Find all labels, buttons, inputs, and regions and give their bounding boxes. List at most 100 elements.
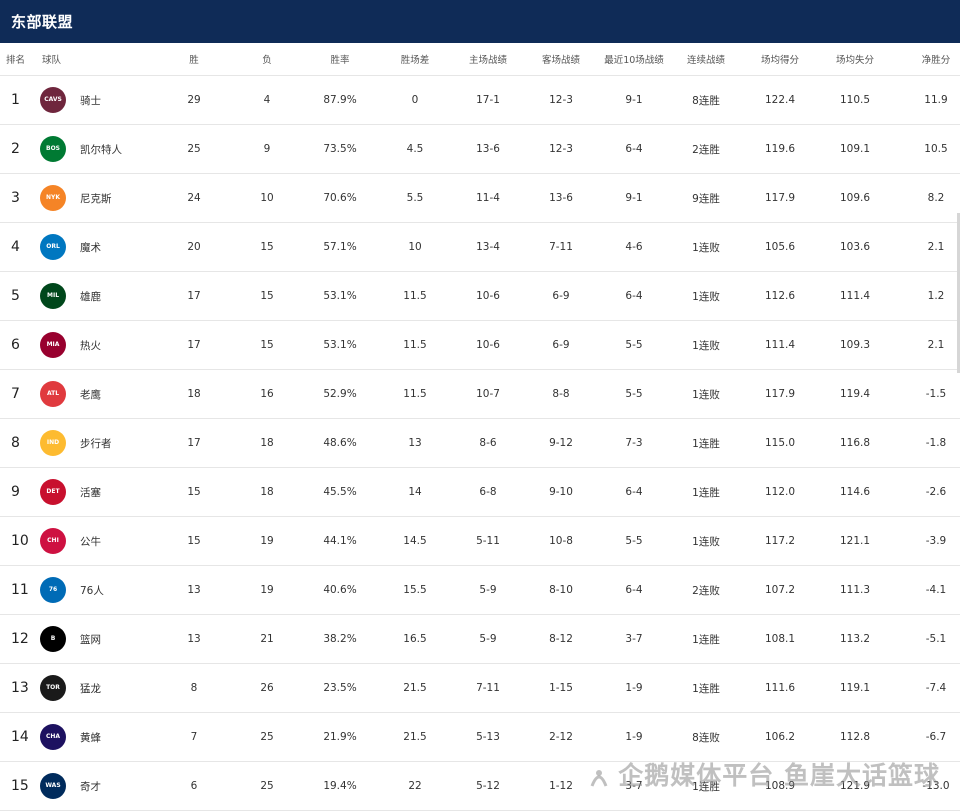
last10-cell: 6-4 xyxy=(598,271,670,321)
ppg-cell: 108.9 xyxy=(742,761,818,811)
bucks-logo-icon: MIL xyxy=(40,283,66,309)
table-row[interactable]: 13 TOR 猛龙 8 26 23.5% 21.5 7-11 1-15 1-9 1连胜 111.6 11… xyxy=(0,663,960,713)
oppg-cell: 111.3 xyxy=(818,565,892,615)
table-row[interactable]: 14 CHA 黄蜂 7 25 21.9% 21.5 5-13 2-12 1-9 8连败 106.2 11… xyxy=(0,712,960,762)
games-behind-cell: 11.5 xyxy=(378,320,452,370)
team-cell[interactable]: ORL 魔术 xyxy=(36,222,156,272)
team-cell[interactable]: CHI 公牛 xyxy=(36,516,156,566)
point-diff-cell: -6.7 xyxy=(892,712,960,762)
table-row[interactable]: 9 DET 活塞 15 18 45.5% 14 6-8 9-10 6-4 1连胜 112.0 114.6… xyxy=(0,467,960,517)
team-cell[interactable]: CAVS 骑士 xyxy=(36,75,156,125)
losses-cell: 19 xyxy=(232,565,302,615)
76ers-logo-icon: 76 xyxy=(40,577,66,603)
home-record-cell: 7-11 xyxy=(452,663,524,713)
table-row[interactable]: 4 ORL 魔术 20 15 57.1% 10 13-4 7-11 4-6 1连败 105.6 103.… xyxy=(0,222,960,272)
rank-cell: 2 xyxy=(0,124,36,174)
home-record-cell: 5-13 xyxy=(452,712,524,762)
team-cell[interactable]: 76 76人 xyxy=(36,565,156,615)
table-row[interactable]: 2 BOS 凯尔特人 25 9 73.5% 4.5 13-6 12-3 6-4 2连胜 119.6 10… xyxy=(0,124,960,174)
hawks-logo-icon: ATL xyxy=(40,381,66,407)
home-record-cell: 5-9 xyxy=(452,614,524,664)
ppg-cell: 105.6 xyxy=(742,222,818,272)
away-record-cell: 9-12 xyxy=(524,418,598,468)
team-name[interactable]: 步行者 xyxy=(80,437,112,450)
team-name[interactable]: 雄鹿 xyxy=(80,290,101,303)
wins-cell: 25 xyxy=(156,124,232,174)
away-record-cell: 10-8 xyxy=(524,516,598,566)
table-row[interactable]: 5 MIL 雄鹿 17 15 53.1% 11.5 10-6 6-9 6-4 1连败 112.6 111… xyxy=(0,271,960,321)
team-cell[interactable]: CHA 黄蜂 xyxy=(36,712,156,762)
team-name[interactable]: 热火 xyxy=(80,339,101,352)
point-diff-cell: -2.6 xyxy=(892,467,960,517)
team-cell[interactable]: WAS 奇才 xyxy=(36,761,156,811)
team-name[interactable]: 公牛 xyxy=(80,535,101,548)
team-cell[interactable]: MIL 雄鹿 xyxy=(36,271,156,321)
team-cell[interactable]: TOR 猛龙 xyxy=(36,663,156,713)
table-row[interactable]: 11 76 76人 13 19 40.6% 15.5 5-9 8-10 6-4 2连败 107.2 11… xyxy=(0,565,960,615)
magic-logo-icon: ORL xyxy=(40,234,66,260)
streak-cell: 1连胜 xyxy=(670,663,742,713)
team-name[interactable]: 骑士 xyxy=(80,94,101,107)
games-behind-cell: 22 xyxy=(378,761,452,811)
team-name[interactable]: 魔术 xyxy=(80,241,101,254)
rank-cell: 5 xyxy=(0,271,36,321)
streak-cell: 1连败 xyxy=(670,271,742,321)
team-cell[interactable]: B 篮网 xyxy=(36,614,156,664)
ppg-cell: 111.6 xyxy=(742,663,818,713)
team-cell[interactable]: NYK 尼克斯 xyxy=(36,173,156,223)
wins-cell: 17 xyxy=(156,418,232,468)
home-record-cell: 17-1 xyxy=(452,75,524,125)
cavaliers-logo-icon: CAVS xyxy=(40,87,66,113)
table-row[interactable]: 8 IND 步行者 17 18 48.6% 13 8-6 9-12 7-3 1连胜 115.0 116.… xyxy=(0,418,960,468)
games-behind-cell: 14 xyxy=(378,467,452,517)
raptors-logo-icon: TOR xyxy=(40,675,66,701)
home-record-cell: 10-7 xyxy=(452,369,524,419)
home-record-cell: 8-6 xyxy=(452,418,524,468)
team-name[interactable]: 凯尔特人 xyxy=(80,143,122,156)
rank-cell: 6 xyxy=(0,320,36,370)
table-row[interactable]: 7 ATL 老鹰 18 16 52.9% 11.5 10-7 8-8 5-5 1连败 117.9 119… xyxy=(0,369,960,419)
table-row[interactable]: 10 CHI 公牛 15 19 44.1% 14.5 5-11 10-8 5-5 1连败 117.2 1… xyxy=(0,516,960,566)
nets-logo-icon: B xyxy=(40,626,66,652)
wins-cell: 15 xyxy=(156,516,232,566)
win-pct-cell: 38.2% xyxy=(302,614,378,664)
wins-cell: 15 xyxy=(156,467,232,517)
oppg-cell: 112.8 xyxy=(818,712,892,762)
streak-cell: 1连胜 xyxy=(670,418,742,468)
team-name[interactable]: 奇才 xyxy=(80,780,101,793)
team-cell[interactable]: ATL 老鹰 xyxy=(36,369,156,419)
team-cell[interactable]: MIA 热火 xyxy=(36,320,156,370)
team-name[interactable]: 76人 xyxy=(80,584,104,597)
team-name[interactable]: 篮网 xyxy=(80,633,101,646)
celtics-logo-icon: BOS xyxy=(40,136,66,162)
team-cell[interactable]: BOS 凯尔特人 xyxy=(36,124,156,174)
rank-cell: 10 xyxy=(0,516,36,566)
ppg-cell: 117.9 xyxy=(742,173,818,223)
col-home-record: 主场战绩 xyxy=(452,43,524,76)
team-name[interactable]: 活塞 xyxy=(80,486,101,499)
table-row[interactable]: 3 NYK 尼克斯 24 10 70.6% 5.5 11-4 13-6 9-1 9连胜 117.9 10… xyxy=(0,173,960,223)
table-row[interactable]: 6 MIA 热火 17 15 53.1% 11.5 10-6 6-9 5-5 1连败 111.4 109… xyxy=(0,320,960,370)
point-diff-cell: -7.4 xyxy=(892,663,960,713)
team-name[interactable]: 猛龙 xyxy=(80,682,101,695)
point-diff-cell: 10.5 xyxy=(892,124,960,174)
table-header-row: 排名 球队 胜 负 胜率 胜场差 主场战绩 客场战绩 最近10场战绩 连续战绩 … xyxy=(0,43,960,76)
away-record-cell: 2-12 xyxy=(524,712,598,762)
team-cell[interactable]: DET 活塞 xyxy=(36,467,156,517)
table-row[interactable]: 1 CAVS 骑士 29 4 87.9% 0 17-1 12-3 9-1 8连胜 122.4 110.5… xyxy=(0,75,960,125)
team-name[interactable]: 尼克斯 xyxy=(80,192,112,205)
scrollbar[interactable] xyxy=(957,213,960,373)
col-rank: 排名 xyxy=(0,43,36,76)
home-record-cell: 5-12 xyxy=(452,761,524,811)
team-name[interactable]: 黄蜂 xyxy=(80,731,101,744)
games-behind-cell: 10 xyxy=(378,222,452,272)
point-diff-cell: 2.1 xyxy=(892,320,960,370)
home-record-cell: 10-6 xyxy=(452,320,524,370)
table-row[interactable]: 15 WAS 奇才 6 25 19.4% 22 5-12 1-12 3-7 1连胜 108.9 121.… xyxy=(0,761,960,811)
team-name[interactable]: 老鹰 xyxy=(80,388,101,401)
losses-cell: 18 xyxy=(232,418,302,468)
oppg-cell: 113.2 xyxy=(818,614,892,664)
win-pct-cell: 52.9% xyxy=(302,369,378,419)
team-cell[interactable]: IND 步行者 xyxy=(36,418,156,468)
table-row[interactable]: 12 B 篮网 13 21 38.2% 16.5 5-9 8-12 3-7 1连胜 108.1 113.… xyxy=(0,614,960,664)
